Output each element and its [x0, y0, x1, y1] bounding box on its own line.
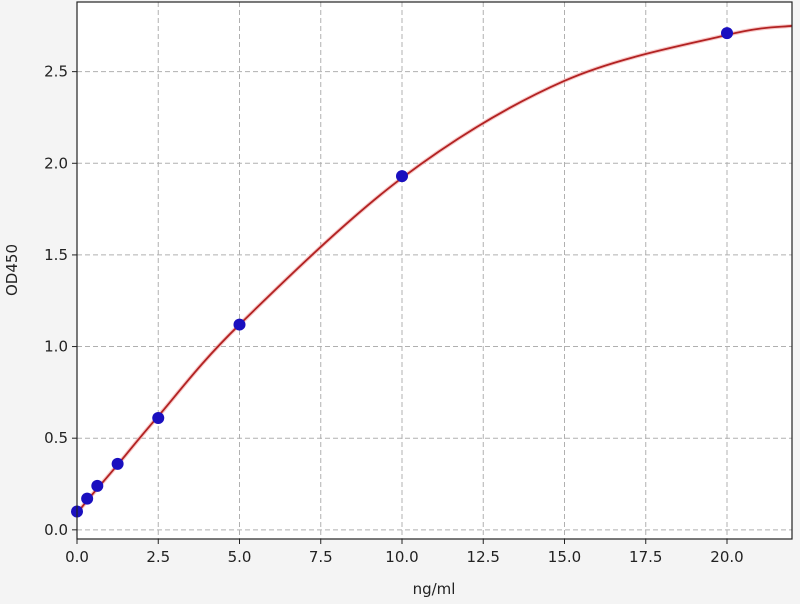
x-tick-label: 15.0: [548, 548, 581, 566]
data-point: [111, 457, 124, 470]
y-axis-label: OD450: [3, 244, 21, 296]
x-tick-label: 2.5: [146, 548, 170, 566]
x-tick-label: 5.0: [228, 548, 252, 566]
grid: [76, 2, 792, 539]
y-tick-label: 2.0: [44, 154, 68, 172]
y-tick-label: 1.5: [44, 246, 68, 264]
data-point: [396, 170, 408, 183]
y-tick-label: 1.0: [44, 338, 68, 356]
y-tick-label: 0.5: [44, 429, 68, 447]
plot-frame: [76, 1, 793, 540]
x-tick-label: 12.5: [467, 548, 500, 566]
data-point: [233, 318, 246, 331]
data-point: [81, 492, 94, 505]
x-axis-label: ng/ml: [413, 580, 456, 598]
ticks: 0.0 2.5 5.0 7.5 10.0 12.5 15.0 17.5 20.0 0.0 0.5 1.…: [44, 63, 744, 566]
data-point: [721, 27, 733, 40]
x-tick-label: 10.0: [385, 548, 418, 566]
data-point: [152, 412, 165, 425]
data-point: [91, 479, 104, 492]
x-tick-label: 7.5: [309, 548, 333, 566]
y-tick-label: 0.0: [44, 521, 68, 539]
x-tick-label: 20.0: [710, 548, 743, 566]
x-tick-label: 0.0: [65, 548, 89, 566]
y-tick-label: 2.5: [44, 63, 68, 81]
plot-area: [77, 2, 792, 539]
x-tick-label: 17.5: [629, 548, 662, 566]
